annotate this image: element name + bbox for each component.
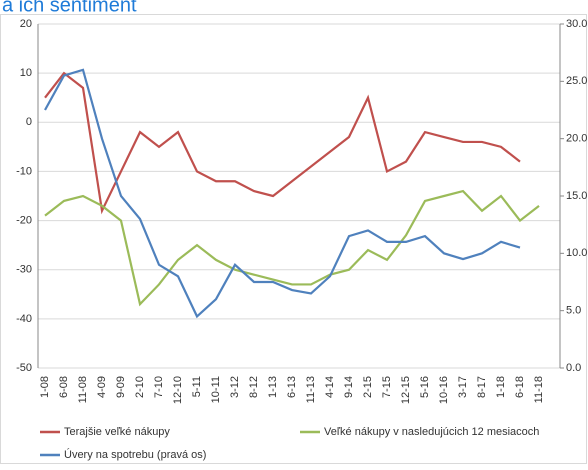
- y2-tick-label: 15.0: [566, 190, 587, 202]
- x-tick-label: 2-10: [134, 376, 146, 398]
- x-tick-label: 6-18: [514, 376, 526, 398]
- y2-tick-label: 10.0: [566, 247, 587, 259]
- x-tick-label: 11-13: [305, 376, 317, 403]
- x-tick-label: 10-11: [210, 376, 222, 403]
- chart-frame: [0, 14, 587, 464]
- x-tick-label: 6-08: [58, 376, 70, 398]
- x-tick-label: 5-11: [191, 376, 203, 397]
- x-tick-label: 3-17: [457, 376, 469, 398]
- x-tick-label: 3-12: [229, 376, 241, 398]
- x-tick-label: 6-13: [286, 376, 298, 398]
- series-line: [44, 189, 540, 307]
- y2-tick-label: 5.0: [566, 305, 581, 317]
- y2-tick-label: 0.0: [566, 362, 581, 374]
- x-tick-label: 9-14: [343, 376, 355, 398]
- y-tick-label: -20: [16, 214, 32, 226]
- y2-tick-label: 20.0: [566, 133, 587, 145]
- y-tick-label: -50: [16, 362, 32, 374]
- x-tick-label: 10-16: [438, 376, 450, 404]
- legend-label: Úvery na spotrebu (pravá os): [64, 448, 206, 461]
- y-tick-label: 0: [26, 116, 32, 128]
- x-tick-label: 7-10: [153, 376, 165, 398]
- x-tick-label: 11-08: [77, 376, 89, 403]
- x-tick-label: 1-08: [39, 376, 51, 398]
- y2-tick-label: 30.0: [566, 18, 587, 30]
- y-tick-label: 10: [20, 67, 32, 79]
- x-tick-label: 7-15: [381, 376, 393, 398]
- legend-label: Terajšie veľké nákupy: [64, 426, 170, 438]
- x-tick-label: 12-10: [172, 376, 184, 404]
- x-tick-label: 1-13: [267, 376, 279, 398]
- x-tick-label: 4-09: [96, 376, 108, 398]
- y-tick-label: -10: [16, 165, 32, 177]
- y-tick-label: -40: [16, 313, 32, 325]
- x-tick-label: 8-17: [476, 376, 488, 398]
- y-tick-label: -30: [16, 264, 32, 276]
- chart-title: a ich sentiment: [2, 0, 137, 16]
- x-tick-label: 9-09: [115, 376, 127, 398]
- x-tick-label: 8-12: [248, 376, 260, 398]
- x-tick-label: 2-15: [362, 376, 374, 398]
- x-tick-label: 11-18: [533, 376, 545, 403]
- x-tick-label: 5-16: [419, 376, 431, 398]
- x-tick-label: 4-14: [324, 376, 336, 398]
- series-line: [44, 71, 521, 215]
- y2-tick-label: 25.0: [566, 75, 587, 87]
- series-line: [44, 68, 521, 319]
- x-tick-label: 12-15: [400, 376, 412, 404]
- x-tick-label: 1-18: [495, 376, 507, 398]
- legend-label: Veľké nákupy v nasledujúcich 12 mesiacoc…: [324, 426, 539, 438]
- y-tick-label: 20: [20, 18, 32, 30]
